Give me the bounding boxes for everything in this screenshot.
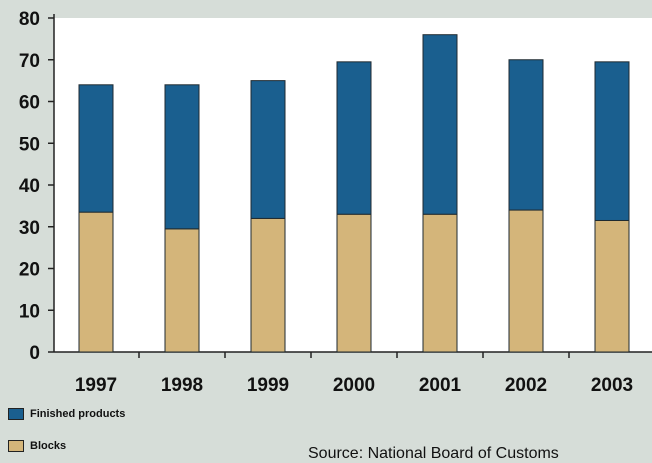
y-tick-label-60: 60 xyxy=(19,93,40,114)
x-tick-label-2001: 2001 xyxy=(419,375,462,396)
x-tick-label-2003: 2003 xyxy=(591,375,633,396)
x-tick-label-1998: 1998 xyxy=(161,375,203,396)
x-tick-label-2002: 2002 xyxy=(505,375,547,396)
bar-finished-products-2002 xyxy=(508,59,544,211)
bar-blocks-2001 xyxy=(422,213,458,353)
y-tick-label-50: 50 xyxy=(19,134,40,155)
bar-blocks-2003 xyxy=(594,219,630,353)
bar-finished-products-1999 xyxy=(250,80,286,219)
x-tick-label-1999: 1999 xyxy=(247,375,289,396)
y-tick-label-0: 0 xyxy=(29,343,40,364)
bar-finished-products-2000 xyxy=(336,61,372,215)
x-tick-label-1997: 1997 xyxy=(75,375,117,396)
bar-blocks-2000 xyxy=(336,213,372,353)
bar-finished-products-2001 xyxy=(422,34,458,215)
bar-finished-products-1998 xyxy=(164,84,200,230)
y-tick-label-70: 70 xyxy=(19,51,40,72)
bar-blocks-1999 xyxy=(250,217,286,353)
y-tick-label-20: 20 xyxy=(19,260,40,281)
bar-finished-products-2003 xyxy=(594,61,630,221)
bar-finished-products-1997 xyxy=(78,84,114,213)
legend-swatch-finished-products xyxy=(8,408,24,420)
legend-item-finished-products: Finished products xyxy=(8,408,125,420)
x-tick-label-2000: 2000 xyxy=(333,375,375,396)
bar-blocks-2002 xyxy=(508,209,544,353)
legend-label-finished-products: Finished products xyxy=(30,408,126,420)
bar-blocks-1998 xyxy=(164,228,200,353)
legend-item-blocks: Blocks xyxy=(8,440,66,452)
y-tick-label-40: 40 xyxy=(19,176,40,197)
y-tick-label-80: 80 xyxy=(19,9,40,30)
y-tick-label-10: 10 xyxy=(19,301,40,322)
source-note: Source: National Board of Customs xyxy=(308,445,559,462)
legend-swatch-blocks xyxy=(8,440,24,452)
legend-label-blocks: Blocks xyxy=(30,440,67,452)
y-tick-label-30: 30 xyxy=(19,218,40,239)
bar-blocks-1997 xyxy=(78,211,114,353)
